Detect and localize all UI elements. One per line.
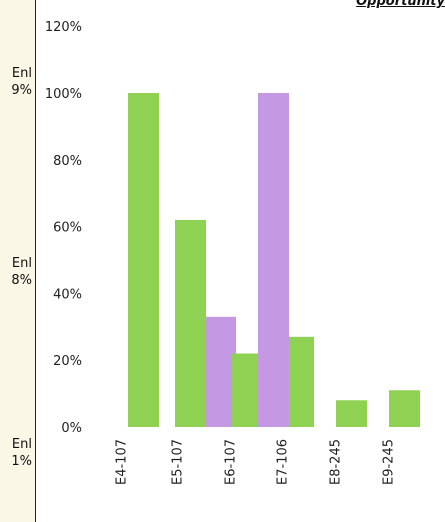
bar-green-E5-107 (175, 219, 206, 427)
y-tick-label: 40% (53, 287, 82, 302)
y-tick-label: 60% (53, 221, 82, 236)
side-value-2: 8% (11, 273, 32, 288)
y-tick-label: 20% (53, 354, 82, 369)
x-tick-label: E8-245 (329, 439, 344, 485)
x-tick-label: E6-107 (224, 439, 239, 485)
side-label-1: Enl (11, 66, 32, 81)
y-tick-label: 120% (45, 20, 82, 35)
x-tick-label: E7-106 (276, 439, 291, 485)
chart-title: Opportunity (356, 0, 445, 9)
y-tick-label: 0% (61, 421, 82, 436)
side-value-1: 9% (11, 83, 32, 98)
bar-green-E8-245 (336, 400, 367, 427)
y-tick-label: 100% (45, 87, 82, 102)
y-tick-label: 80% (53, 154, 82, 169)
bar-purple-tall-E7-106 (258, 93, 289, 427)
x-tick-label: E4-107 (115, 439, 130, 485)
bar-green-E4-107 (128, 93, 159, 427)
left-panel: Enl 9% Enl 8% Enl 1% (0, 0, 36, 522)
bar-green-E9-245 (389, 390, 420, 427)
side-label-3: Enl (11, 437, 32, 452)
bar-purple-E6-107 (205, 316, 236, 427)
x-tick-label: E9-245 (382, 439, 397, 485)
side-label-2: Enl (11, 256, 32, 271)
side-value-3: 1% (11, 454, 32, 469)
x-tick-label: E5-107 (171, 439, 186, 485)
bar-green-E6-107 (231, 353, 262, 427)
